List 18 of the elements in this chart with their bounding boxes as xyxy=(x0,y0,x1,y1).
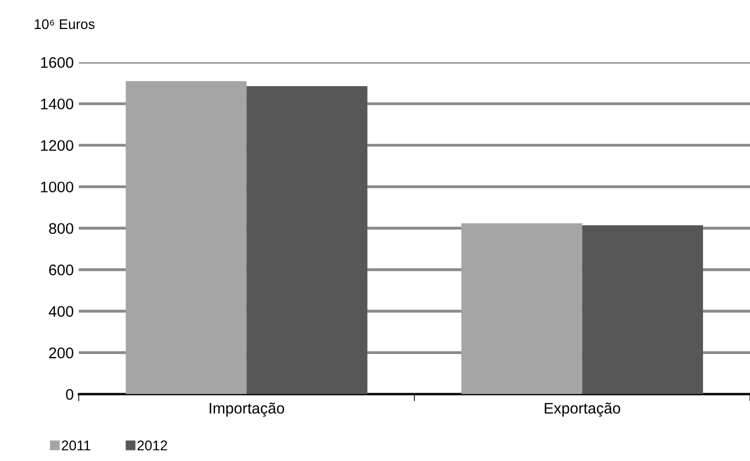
y-axis-title: 10⁶ Euros xyxy=(34,19,95,30)
y-tick-label: 1200 xyxy=(41,140,74,151)
y-tick-label: 400 xyxy=(48,306,74,317)
x-tick-label: Exportação xyxy=(544,402,620,417)
bar xyxy=(126,81,247,394)
legend-label: 2012 xyxy=(138,440,168,450)
bar xyxy=(582,225,704,394)
bar xyxy=(461,223,582,394)
bar xyxy=(246,86,368,394)
y-tick-label: 200 xyxy=(49,348,74,358)
y-tick-label: 0 xyxy=(66,389,74,400)
x-tick-label: Importação xyxy=(210,402,284,417)
y-tick-label: 1600 xyxy=(41,57,74,68)
legend-label: 2011 xyxy=(62,440,90,450)
y-tick-label: 1000 xyxy=(41,182,74,192)
y-tick-label: 1400 xyxy=(41,98,74,110)
y-tick-label: 600 xyxy=(49,264,74,276)
y-tick-label: 800 xyxy=(49,223,74,234)
